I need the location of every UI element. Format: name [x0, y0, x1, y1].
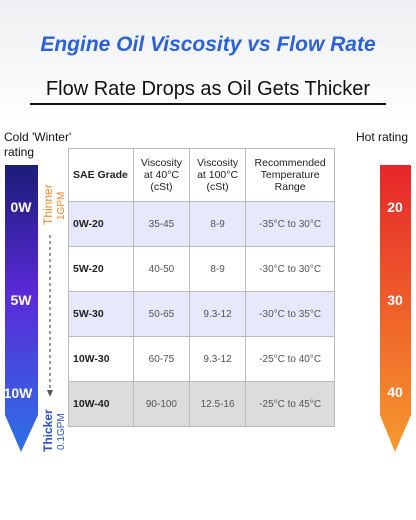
table-row: 5W-30 50-65 9.3-12 -30°C to 35°C [68, 291, 335, 337]
cold-grade: 0W [10, 199, 32, 215]
cell: -30°C to 30°C [245, 246, 335, 292]
table-row: 10W-40 90-100 12.5-16 -25°C to 45°C [68, 381, 335, 427]
thicker-rate: 0.1GPM [56, 413, 67, 450]
hot-grade: 40 [387, 384, 403, 400]
flow-arrow-head [47, 390, 53, 397]
cell: 12.5-16 [188, 381, 247, 427]
cold-label: Cold 'Winter' rating [4, 130, 72, 159]
cold-grade: 10W [3, 385, 33, 401]
hot-grade: 30 [387, 292, 403, 308]
grade-cell: 5W-20 [68, 246, 134, 292]
cell: 50-65 [133, 291, 190, 337]
cold-grade: 5W [10, 292, 32, 308]
cell: 35-45 [133, 201, 190, 247]
title: Engine Oil Viscosity vs Flow Rate [40, 33, 376, 56]
header-cell: Recommended Temperature Range [245, 148, 335, 202]
header-cell: Viscosity at 100°C (cSt) [188, 148, 247, 202]
cell: -25°C to 40°C [245, 336, 335, 382]
grade-cell: 10W-40 [68, 381, 134, 427]
table-row: 0W-20 35-45 8-9 -35°C to 30°C [68, 201, 335, 247]
grade-cell: 10W-30 [68, 336, 134, 382]
table-row: 10W-30 60-75 9.3-12 -25°C to 40°C [68, 336, 335, 382]
thinner-rate: 1GPM [56, 191, 67, 220]
header-row: SAE Grade Viscosity at 40°C (cSt) Viscosit… [68, 148, 335, 202]
hot-label: Hot rating [356, 130, 409, 144]
cell: 60-75 [133, 336, 190, 382]
cold-arrow [5, 165, 38, 452]
subtitle: Flow Rate Drops as Oil Gets Thicker [30, 78, 386, 105]
header-cell: Viscosity at 40°C (cSt) [133, 148, 190, 202]
cell: -25°C to 45°C [245, 381, 335, 427]
table-row: 5W-20 40-50 8-9 -30°C to 30°C [68, 246, 335, 292]
grade-cell: 5W-30 [68, 291, 134, 337]
cell: 90-100 [133, 381, 190, 427]
cell: -30°C to 35°C [245, 291, 335, 337]
cell: 9.3-12 [188, 291, 247, 337]
table: SAE Grade Viscosity at 40°C (cSt) Viscosit… [68, 148, 335, 427]
header-cell: SAE Grade [68, 148, 134, 202]
cell: 40-50 [133, 246, 190, 292]
thicker-label: Thicker [41, 409, 55, 452]
cell: 8-9 [188, 201, 247, 247]
cell: 9.3-12 [188, 336, 247, 382]
grade-cell: 0W-20 [68, 201, 134, 247]
hot-grade: 20 [387, 199, 403, 215]
thinner-label: Thinner [41, 184, 55, 225]
cell: 8-9 [188, 246, 247, 292]
hot-arrow [380, 165, 411, 452]
cell: -35°C to 30°C [245, 201, 335, 247]
